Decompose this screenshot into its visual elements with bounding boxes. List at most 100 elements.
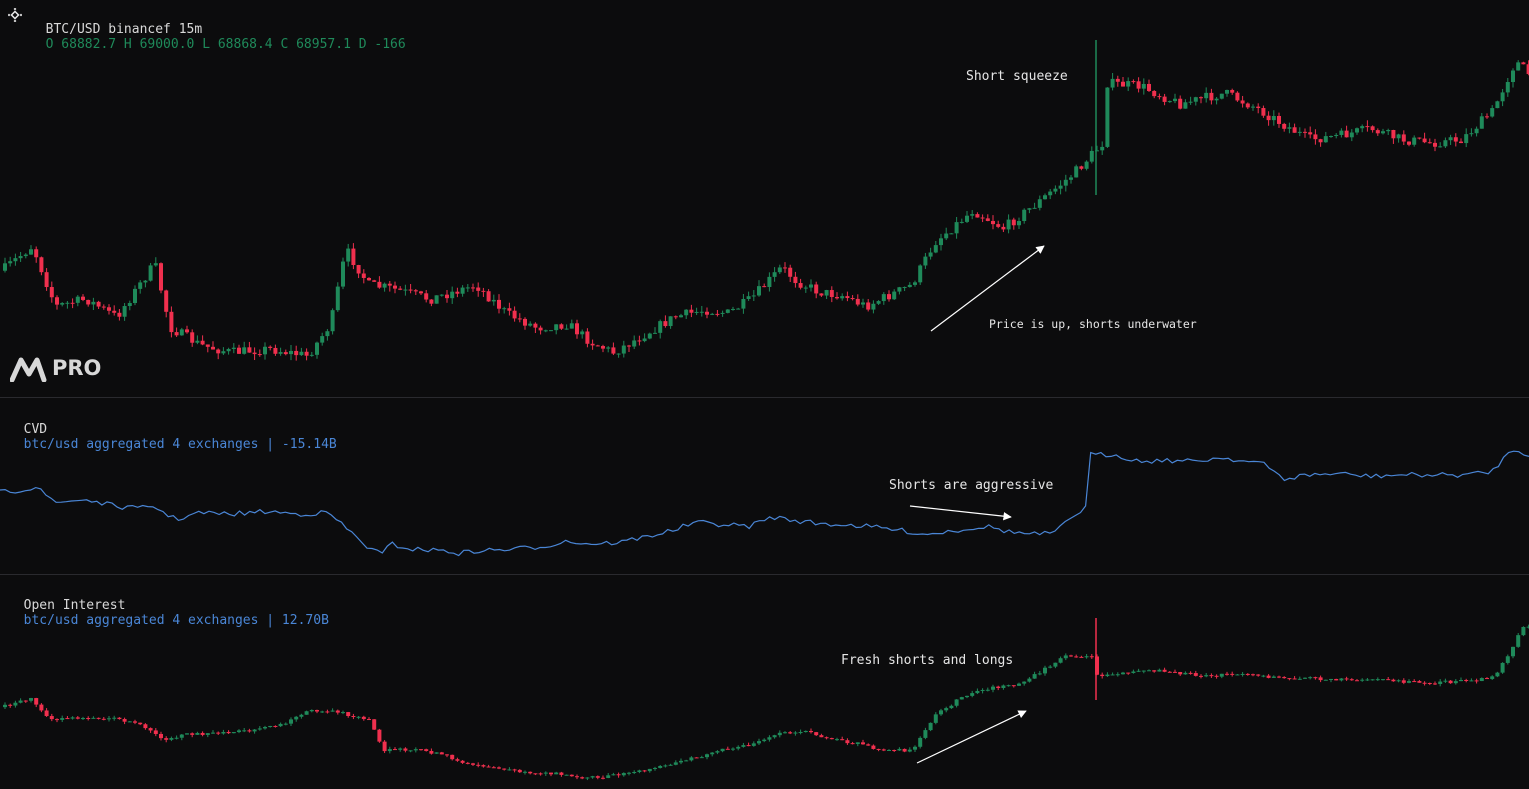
price-candle-body xyxy=(205,344,210,347)
price-candle-body xyxy=(1318,139,1323,143)
oi-candle-body xyxy=(928,722,933,731)
price-candle-body xyxy=(601,346,605,349)
oi-candle-body xyxy=(902,748,907,752)
oi-candle-body xyxy=(850,743,855,745)
cvd-series-line xyxy=(0,450,1529,557)
cvd-label[interactable]: CVD xyxy=(23,422,48,437)
oi-candle-body xyxy=(647,768,652,772)
price-candle-body xyxy=(653,332,657,334)
price-candle-body xyxy=(1453,137,1458,142)
oi-candle-body xyxy=(809,730,813,733)
price-candle-body xyxy=(122,306,127,317)
oi-candle-body xyxy=(1401,680,1406,683)
price-candle-body xyxy=(554,324,559,331)
price-candle-body xyxy=(283,352,288,355)
price-candle-body xyxy=(231,347,236,349)
price-candle-body xyxy=(1219,93,1224,99)
price-candle-body xyxy=(699,311,704,313)
oi-candle-body xyxy=(731,748,735,750)
oi-candle-body xyxy=(1058,658,1063,663)
price-candle-body xyxy=(413,290,418,292)
cvd-source: btc/usd aggregated 4 exchanges | -15.14B xyxy=(23,437,337,452)
oi-candle-body xyxy=(471,763,475,765)
oi-candle-body xyxy=(653,767,657,769)
price-candle-body xyxy=(278,352,283,354)
oi-candle-body xyxy=(512,769,517,771)
oi-label[interactable]: Open Interest xyxy=(23,598,126,613)
oi-candle-body xyxy=(1495,672,1500,677)
price-candle-body xyxy=(1495,101,1500,109)
oi-candle-body xyxy=(543,772,548,774)
oi-candle-body xyxy=(497,767,501,769)
price-candle-body xyxy=(377,281,382,288)
oi-candle-body xyxy=(393,749,397,751)
price-candle-body xyxy=(866,302,871,310)
price-candle-body xyxy=(731,308,735,310)
price-candle-body xyxy=(881,294,886,302)
oi-candle-body xyxy=(465,762,470,764)
oi-candle-body xyxy=(1022,681,1027,684)
price-candle-body xyxy=(616,353,621,355)
oi-candle-body xyxy=(216,732,221,734)
price-candle-body xyxy=(1443,140,1448,147)
price-candle-body xyxy=(1043,195,1047,200)
oi-candle-body xyxy=(1287,678,1292,680)
oi-candle-body xyxy=(1173,671,1177,673)
oi-candle-body xyxy=(419,749,423,751)
price-candle-body xyxy=(8,261,13,264)
oi-candle-body xyxy=(1474,680,1479,682)
oi-candle-body xyxy=(1266,675,1271,678)
oi-candle-body xyxy=(980,689,985,691)
oi-candle-body xyxy=(954,699,959,706)
price-candle-body xyxy=(1464,134,1469,144)
oi-candle-body xyxy=(996,686,1001,688)
oi-candle-body xyxy=(1079,656,1084,658)
oi-candle-body xyxy=(1152,670,1157,672)
price-candle-body xyxy=(528,323,533,326)
oi-candle-body xyxy=(361,716,366,720)
price-candle-body xyxy=(736,308,741,310)
oi-candle-body xyxy=(772,735,777,738)
oi-candle-body xyxy=(330,710,335,712)
oi-candle-body xyxy=(1178,671,1183,675)
oi-candle-body xyxy=(663,765,668,767)
price-candle-body xyxy=(195,340,200,343)
oi-candle-body xyxy=(289,719,293,724)
price-candle-body xyxy=(1141,83,1146,89)
oi-candle-body xyxy=(502,768,507,770)
oi-candle-body xyxy=(1339,678,1344,681)
price-candle-body xyxy=(211,346,215,350)
m-logo-icon xyxy=(10,357,47,382)
oi-candle-body xyxy=(1110,674,1115,676)
oi-candle-body xyxy=(1204,675,1209,677)
oi-candle-body xyxy=(237,730,241,733)
oi-candle-body xyxy=(1053,662,1058,667)
price-candle-body xyxy=(96,301,101,307)
price-candle-body xyxy=(1256,106,1261,109)
oi-candle-body xyxy=(1157,669,1162,672)
price-candle-body xyxy=(1058,185,1063,189)
price-candle-body xyxy=(23,254,28,257)
price-candle-body xyxy=(263,346,267,355)
price-candle-body xyxy=(944,233,949,239)
price-candle-body xyxy=(1245,103,1250,108)
oi-candle-body xyxy=(476,764,481,766)
oi-candle-body xyxy=(429,750,434,754)
oi-candle-body xyxy=(1235,674,1240,676)
oi-candle-body xyxy=(1407,681,1411,683)
symbol-label[interactable]: BTC/USD binancef 15m xyxy=(45,22,203,37)
oi-candle-body xyxy=(294,716,299,720)
oi-candle-body xyxy=(1183,672,1188,675)
price-candle-body xyxy=(1006,219,1011,230)
price-candle-body xyxy=(876,301,881,304)
oi-candle-body xyxy=(101,718,106,720)
oi-candle-body xyxy=(1355,680,1359,682)
price-candle-body xyxy=(1095,150,1099,152)
price-candle-body xyxy=(543,330,548,332)
price-candle-body xyxy=(346,248,351,262)
price-candle-body xyxy=(1183,102,1188,109)
oi-candle-body xyxy=(174,737,179,739)
oi-candle-body xyxy=(1121,672,1125,675)
price-candle-body xyxy=(803,287,808,289)
oi-candle-body xyxy=(86,718,91,720)
